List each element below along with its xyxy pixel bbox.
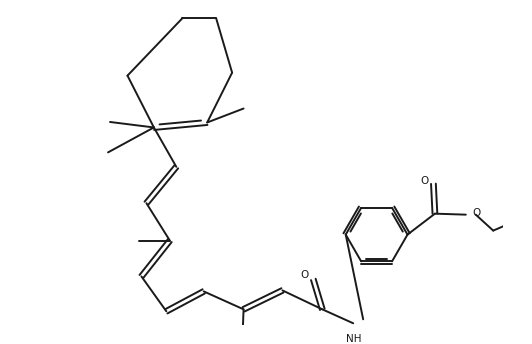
- Text: NH: NH: [346, 334, 362, 344]
- Text: O: O: [300, 270, 309, 280]
- Text: O: O: [472, 208, 480, 218]
- Text: O: O: [420, 176, 429, 186]
